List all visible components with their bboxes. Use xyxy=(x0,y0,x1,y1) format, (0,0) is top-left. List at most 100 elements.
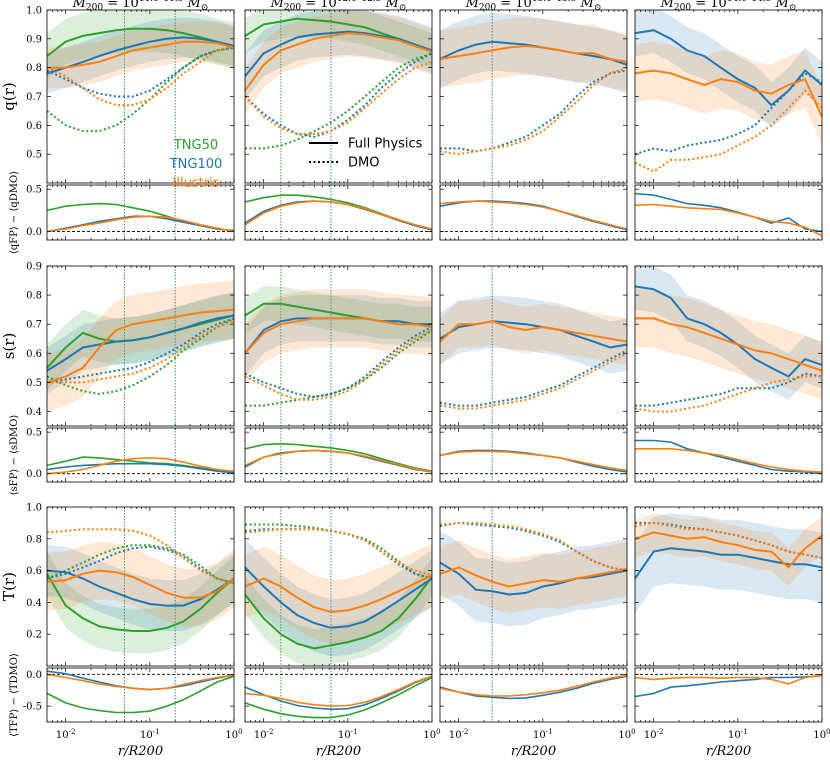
legend-label-solid: Full Physics xyxy=(348,137,423,152)
fp-line-illustris xyxy=(635,531,822,569)
fp-line-tng50 xyxy=(47,27,234,57)
panel-s-col4 xyxy=(635,266,822,413)
column-title: M200 = 1013.0–13.5 M⊙ xyxy=(465,0,602,13)
y-tick-label: 0.2 xyxy=(26,630,42,641)
panel-frame xyxy=(244,184,433,241)
panel-frame xyxy=(439,506,628,667)
scatter-band-illustris xyxy=(440,17,627,91)
panel-q-col3 xyxy=(440,10,627,183)
fp-line-illustris xyxy=(47,569,234,599)
panel-s-col2 xyxy=(245,266,432,426)
diff-line-tng100 xyxy=(47,462,234,474)
dmo-line-illustris xyxy=(440,521,627,572)
dmo-line-illustris xyxy=(245,528,432,577)
diff-line-tng100 xyxy=(635,674,822,698)
diff-line-tng50 xyxy=(245,194,432,231)
scatter-band-illustris xyxy=(245,543,432,644)
dmo-line-tng100 xyxy=(440,521,627,572)
scatter-band-tng100 xyxy=(635,266,822,400)
diff-line-illustris xyxy=(635,203,822,237)
diff-line-tng50 xyxy=(245,676,432,719)
panel-dq-col3 xyxy=(440,185,627,240)
panel-frame xyxy=(439,265,628,427)
panel-dT-col1 xyxy=(47,668,234,722)
scatter-band-tng100 xyxy=(440,12,627,94)
panel-frame xyxy=(46,427,235,483)
column-title: M200 = 1014.0–14.5 M⊙ xyxy=(660,0,797,13)
y-axis-label-q: q(r) xyxy=(0,82,18,110)
diff-line-illustris xyxy=(635,448,822,473)
diff-line-illustris xyxy=(47,673,234,691)
diff-line-tng50 xyxy=(47,675,234,714)
scatter-band-tng100 xyxy=(47,545,234,631)
diff-line-tng100 xyxy=(245,200,432,231)
y-tick-label: 0.6 xyxy=(26,349,42,360)
panel-dq-col1 xyxy=(47,185,234,240)
diff-line-illustris xyxy=(245,675,432,707)
panel-frame xyxy=(439,667,628,723)
diff-line-illustris xyxy=(47,215,234,233)
scatter-band-illustris xyxy=(440,540,627,614)
panel-q-col1 xyxy=(47,10,234,183)
dmo-line-illustris xyxy=(245,329,432,401)
y-tick-label: 0.8 xyxy=(26,291,42,302)
scatter-band-tng100 xyxy=(440,295,627,374)
y-tick-label: 0.5 xyxy=(26,428,42,439)
dmo-line-tng50 xyxy=(245,52,432,150)
fp-line-illustris xyxy=(635,317,822,372)
y-tick-label: 0.7 xyxy=(26,92,42,103)
fp-line-illustris xyxy=(440,566,627,588)
scatter-band-tng100 xyxy=(245,10,432,100)
fp-line-illustris xyxy=(47,40,234,69)
scatter-band-illustris xyxy=(47,542,234,627)
panel-frame xyxy=(244,506,433,667)
panel-frame xyxy=(439,184,628,241)
scatter-band-illustris xyxy=(245,289,432,383)
y-tick-label: 1.0 xyxy=(26,503,42,514)
column-title: M200 = 1011.0–11.5 M⊙ xyxy=(72,0,209,13)
dmo-line-tng100 xyxy=(47,545,234,585)
y-tick-label: 1.0 xyxy=(26,6,42,17)
fp-line-tng100 xyxy=(635,29,822,107)
dmo-line-illustris xyxy=(635,375,822,413)
y-tick-label: 0.8 xyxy=(26,63,42,74)
scatter-band-tng100 xyxy=(635,10,822,129)
scatter-band-tng50 xyxy=(245,557,432,666)
panel-frame xyxy=(634,184,823,241)
dmo-line-illustris xyxy=(47,528,234,585)
legend-label-tng100: TNG100 xyxy=(169,157,223,172)
fp-line-illustris xyxy=(635,69,822,118)
y-tick-label: 0.5 xyxy=(26,185,42,196)
dmo-line-tng100 xyxy=(440,69,627,153)
diff-line-tng100 xyxy=(440,449,627,473)
diff-line-tng100 xyxy=(635,439,822,475)
y-tick-label: -0.5 xyxy=(23,702,42,713)
y-tick-label: 0.7 xyxy=(26,320,42,331)
panel-frame xyxy=(46,506,235,667)
x-tick-label: 10-2 xyxy=(449,728,469,741)
dmo-line-illustris xyxy=(635,521,822,559)
fp-line-tng50 xyxy=(245,576,432,650)
y-tick-label: 0.6 xyxy=(26,566,42,577)
panel-dT-col4 xyxy=(635,673,822,698)
dmo-line-tng100 xyxy=(47,317,234,384)
panel-dq-col2 xyxy=(245,185,432,240)
legend-label-illustris: Illustris xyxy=(173,176,220,191)
fp-line-illustris xyxy=(440,320,627,343)
panel-T-col3 xyxy=(440,507,627,666)
dmo-line-tng50 xyxy=(47,317,234,396)
y-axis-label-dq: ⟨qFP⟩ − ⟨qDMO⟩ xyxy=(9,171,20,254)
fp-line-illustris xyxy=(47,308,234,384)
x-tick-label: 10-1 xyxy=(728,728,748,741)
x-tick-label: 100 xyxy=(813,728,830,741)
x-axis-label: r/R200 xyxy=(316,744,361,759)
panel-frame xyxy=(46,265,235,427)
dmo-line-illustris xyxy=(47,320,234,384)
fp-line-tng100 xyxy=(440,561,627,596)
legend-label-tng50: TNG50 xyxy=(173,138,218,153)
panel-frame xyxy=(634,265,823,427)
x-tick-label: 100 xyxy=(618,728,635,741)
x-tick-label: 10-2 xyxy=(644,728,664,741)
diff-line-illustris xyxy=(440,450,627,472)
y-tick-label: 0.9 xyxy=(26,262,42,273)
